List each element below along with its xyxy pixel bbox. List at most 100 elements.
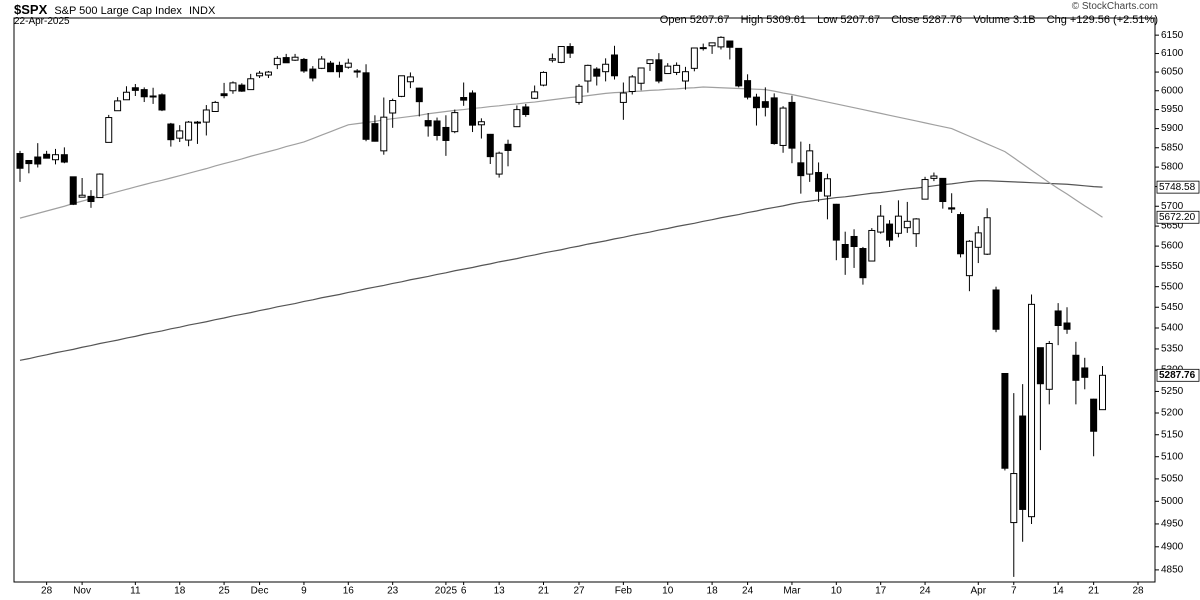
y-tick-label: 5150 xyxy=(1161,429,1184,440)
x-tick-label: 13 xyxy=(494,586,506,597)
candle-body xyxy=(51,154,59,161)
moving-average-line xyxy=(19,86,1103,219)
candle-body xyxy=(779,107,787,146)
y-tick-label: 5050 xyxy=(1161,474,1184,485)
candle-body xyxy=(717,36,725,48)
candle-body xyxy=(309,68,317,79)
candle-body xyxy=(983,217,991,255)
candle-body xyxy=(282,57,290,64)
plot-frame xyxy=(13,17,1156,583)
candle-body xyxy=(256,72,264,77)
candle-body xyxy=(353,70,361,73)
candle-body xyxy=(1054,310,1062,327)
y-tick-label: 6050 xyxy=(1161,67,1184,78)
title-line: $SPX S&P 500 Large Cap Index INDX xyxy=(14,2,215,17)
x-tick-label: 21 xyxy=(538,586,550,597)
candle-body xyxy=(469,92,477,126)
candle-body xyxy=(335,64,343,73)
candle-body xyxy=(105,117,113,143)
x-tick-label: 10 xyxy=(831,586,843,597)
candle-body xyxy=(389,100,397,114)
candle-body xyxy=(398,75,406,97)
candle-body xyxy=(442,126,450,141)
candle-body xyxy=(531,91,539,99)
candle-body xyxy=(1010,473,1018,524)
candle-body xyxy=(371,123,379,142)
candle-body xyxy=(673,64,681,73)
candle-body xyxy=(1081,367,1089,378)
candle-body xyxy=(593,68,601,77)
candle-body xyxy=(797,162,805,177)
x-tick-label: 16 xyxy=(343,586,355,597)
candle-body xyxy=(770,97,778,145)
candle-body xyxy=(655,59,663,82)
candle-body xyxy=(167,123,175,141)
candle-body xyxy=(300,58,308,72)
field-value: +129.56 (+2.51%) xyxy=(1069,14,1158,26)
x-tick-label: Mar xyxy=(783,586,801,597)
candle-body xyxy=(708,42,716,47)
x-tick-label: 18 xyxy=(707,586,719,597)
candle-body xyxy=(646,59,654,65)
candle-body xyxy=(327,62,335,73)
candle-body xyxy=(912,218,920,235)
x-tick-label: 9 xyxy=(301,586,307,597)
candle-body xyxy=(114,100,122,112)
x-tick-label: 7 xyxy=(1011,586,1017,597)
candle-body xyxy=(557,46,565,63)
y-tick-label: 4850 xyxy=(1161,565,1184,576)
x-tick-label: 21 xyxy=(1088,586,1100,597)
candle-body xyxy=(877,215,885,233)
candle-body xyxy=(992,289,1000,330)
candle-body xyxy=(486,133,494,158)
candle-body xyxy=(87,195,95,203)
candle-body xyxy=(664,65,672,75)
candle-body xyxy=(903,220,911,229)
candle-body xyxy=(131,87,139,91)
field-value: 5207.67 xyxy=(689,14,730,26)
x-tick-label: 14 xyxy=(1053,586,1065,597)
candle-body xyxy=(726,40,734,48)
exchange: INDX xyxy=(189,5,216,17)
y-tick-label: 5900 xyxy=(1161,123,1184,134)
value-tag-label: 5672.20 xyxy=(1159,212,1196,223)
candle-body xyxy=(1045,342,1053,390)
candle-body xyxy=(850,235,858,248)
x-tick-label: 25 xyxy=(219,586,231,597)
y-tick-label: 5800 xyxy=(1161,162,1184,173)
candle-body xyxy=(238,84,246,92)
candle-body xyxy=(1063,322,1071,330)
candle-body xyxy=(886,223,894,241)
x-tick-label: 17 xyxy=(875,586,887,597)
candle-body xyxy=(1028,303,1036,518)
field-label: Open xyxy=(659,14,687,26)
x-tick-label: 28 xyxy=(41,586,53,597)
candle-body xyxy=(637,67,645,84)
candle-body xyxy=(406,76,414,83)
candle-body xyxy=(735,47,743,87)
candle-body xyxy=(43,153,51,159)
candle-body xyxy=(344,62,352,68)
x-tick-label: Dec xyxy=(251,586,269,597)
candle-body xyxy=(566,46,574,54)
candle-body xyxy=(815,172,823,192)
candle-body xyxy=(610,54,618,77)
candle-body xyxy=(60,154,68,163)
candle-body xyxy=(318,58,326,69)
candle-body xyxy=(894,215,902,234)
y-tick-label: 5350 xyxy=(1161,344,1184,355)
candle-body xyxy=(699,47,707,50)
candle-body xyxy=(149,95,157,98)
x-tick-label: Nov xyxy=(73,586,91,597)
date: 22-Apr-2025 xyxy=(14,16,70,27)
y-tick-label: 5450 xyxy=(1161,302,1184,313)
x-tick-label: Apr xyxy=(971,586,987,597)
candle-body xyxy=(220,93,228,97)
x-tick-label: 24 xyxy=(919,586,931,597)
candle-body xyxy=(540,71,548,86)
y-tick-label: 5500 xyxy=(1161,281,1184,292)
candle-body xyxy=(362,72,370,140)
candle-body xyxy=(1001,372,1009,469)
candle-body xyxy=(584,64,592,82)
